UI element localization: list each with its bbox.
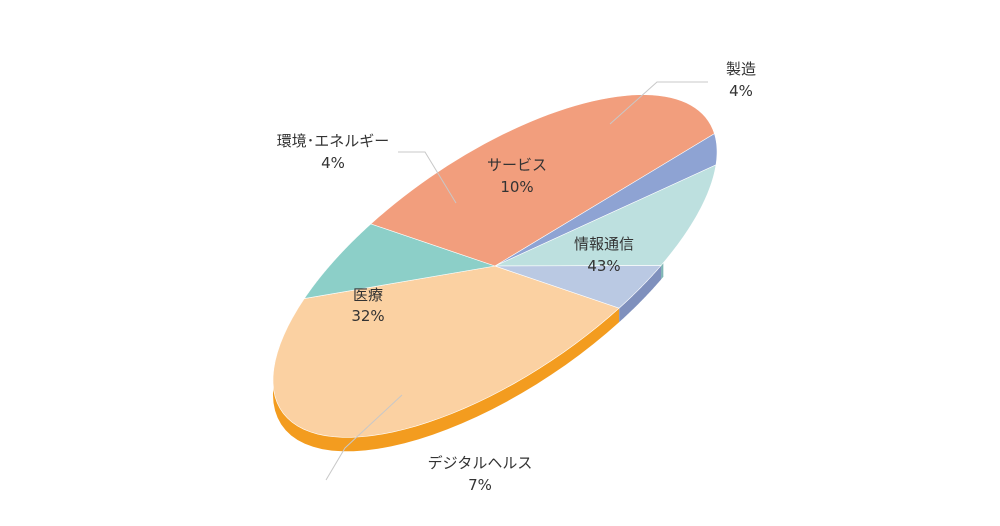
label-joho: 情報通信 43% — [574, 235, 634, 275]
leader-lines — [325, 81, 708, 481]
leader-digital-health — [325, 394, 403, 481]
pie-slice-kankyo — [494, 133, 718, 267]
slice-label-joho: 情報通信 — [574, 235, 634, 253]
pie-slice-digital-health — [303, 223, 496, 300]
slice-label-kankyo: 環境･エネルギー — [277, 132, 390, 150]
label-digital-health: デジタルヘルス 7% — [428, 454, 533, 494]
slice-label-digital-health: デジタルヘルス — [428, 454, 533, 472]
pie-side-seizo — [619, 265, 662, 323]
pie-slice-seizo — [494, 265, 662, 309]
label-iryo: 医療 32% — [351, 286, 384, 325]
pie-slice-iryo — [370, 94, 715, 267]
slice-label-seizo: 製造 — [726, 60, 756, 78]
pie-slice-service — [494, 164, 717, 267]
slice-value-service: 10% — [500, 178, 533, 196]
leader-kankyo — [398, 151, 457, 204]
slice-value-iryo: 32% — [351, 307, 384, 325]
slice-value-kankyo: 4% — [321, 154, 345, 172]
slice-value-joho: 43% — [587, 257, 620, 275]
label-service: サービス 10% — [487, 156, 547, 196]
pie-slices — [272, 94, 718, 438]
pie-side-service — [661, 262, 664, 280]
pie-side-joho — [272, 298, 620, 452]
label-kankyo: 環境･エネルギー 4% — [277, 132, 390, 172]
leader-seizo — [609, 81, 708, 125]
label-seizo: 製造 4% — [726, 60, 756, 100]
slice-label-service: サービス — [487, 156, 547, 174]
slice-value-digital-health: 7% — [468, 476, 492, 494]
slice-value-seizo: 4% — [729, 82, 753, 100]
pie-slice-joho — [272, 265, 620, 438]
slice-label-iryo: 医療 — [353, 286, 383, 304]
